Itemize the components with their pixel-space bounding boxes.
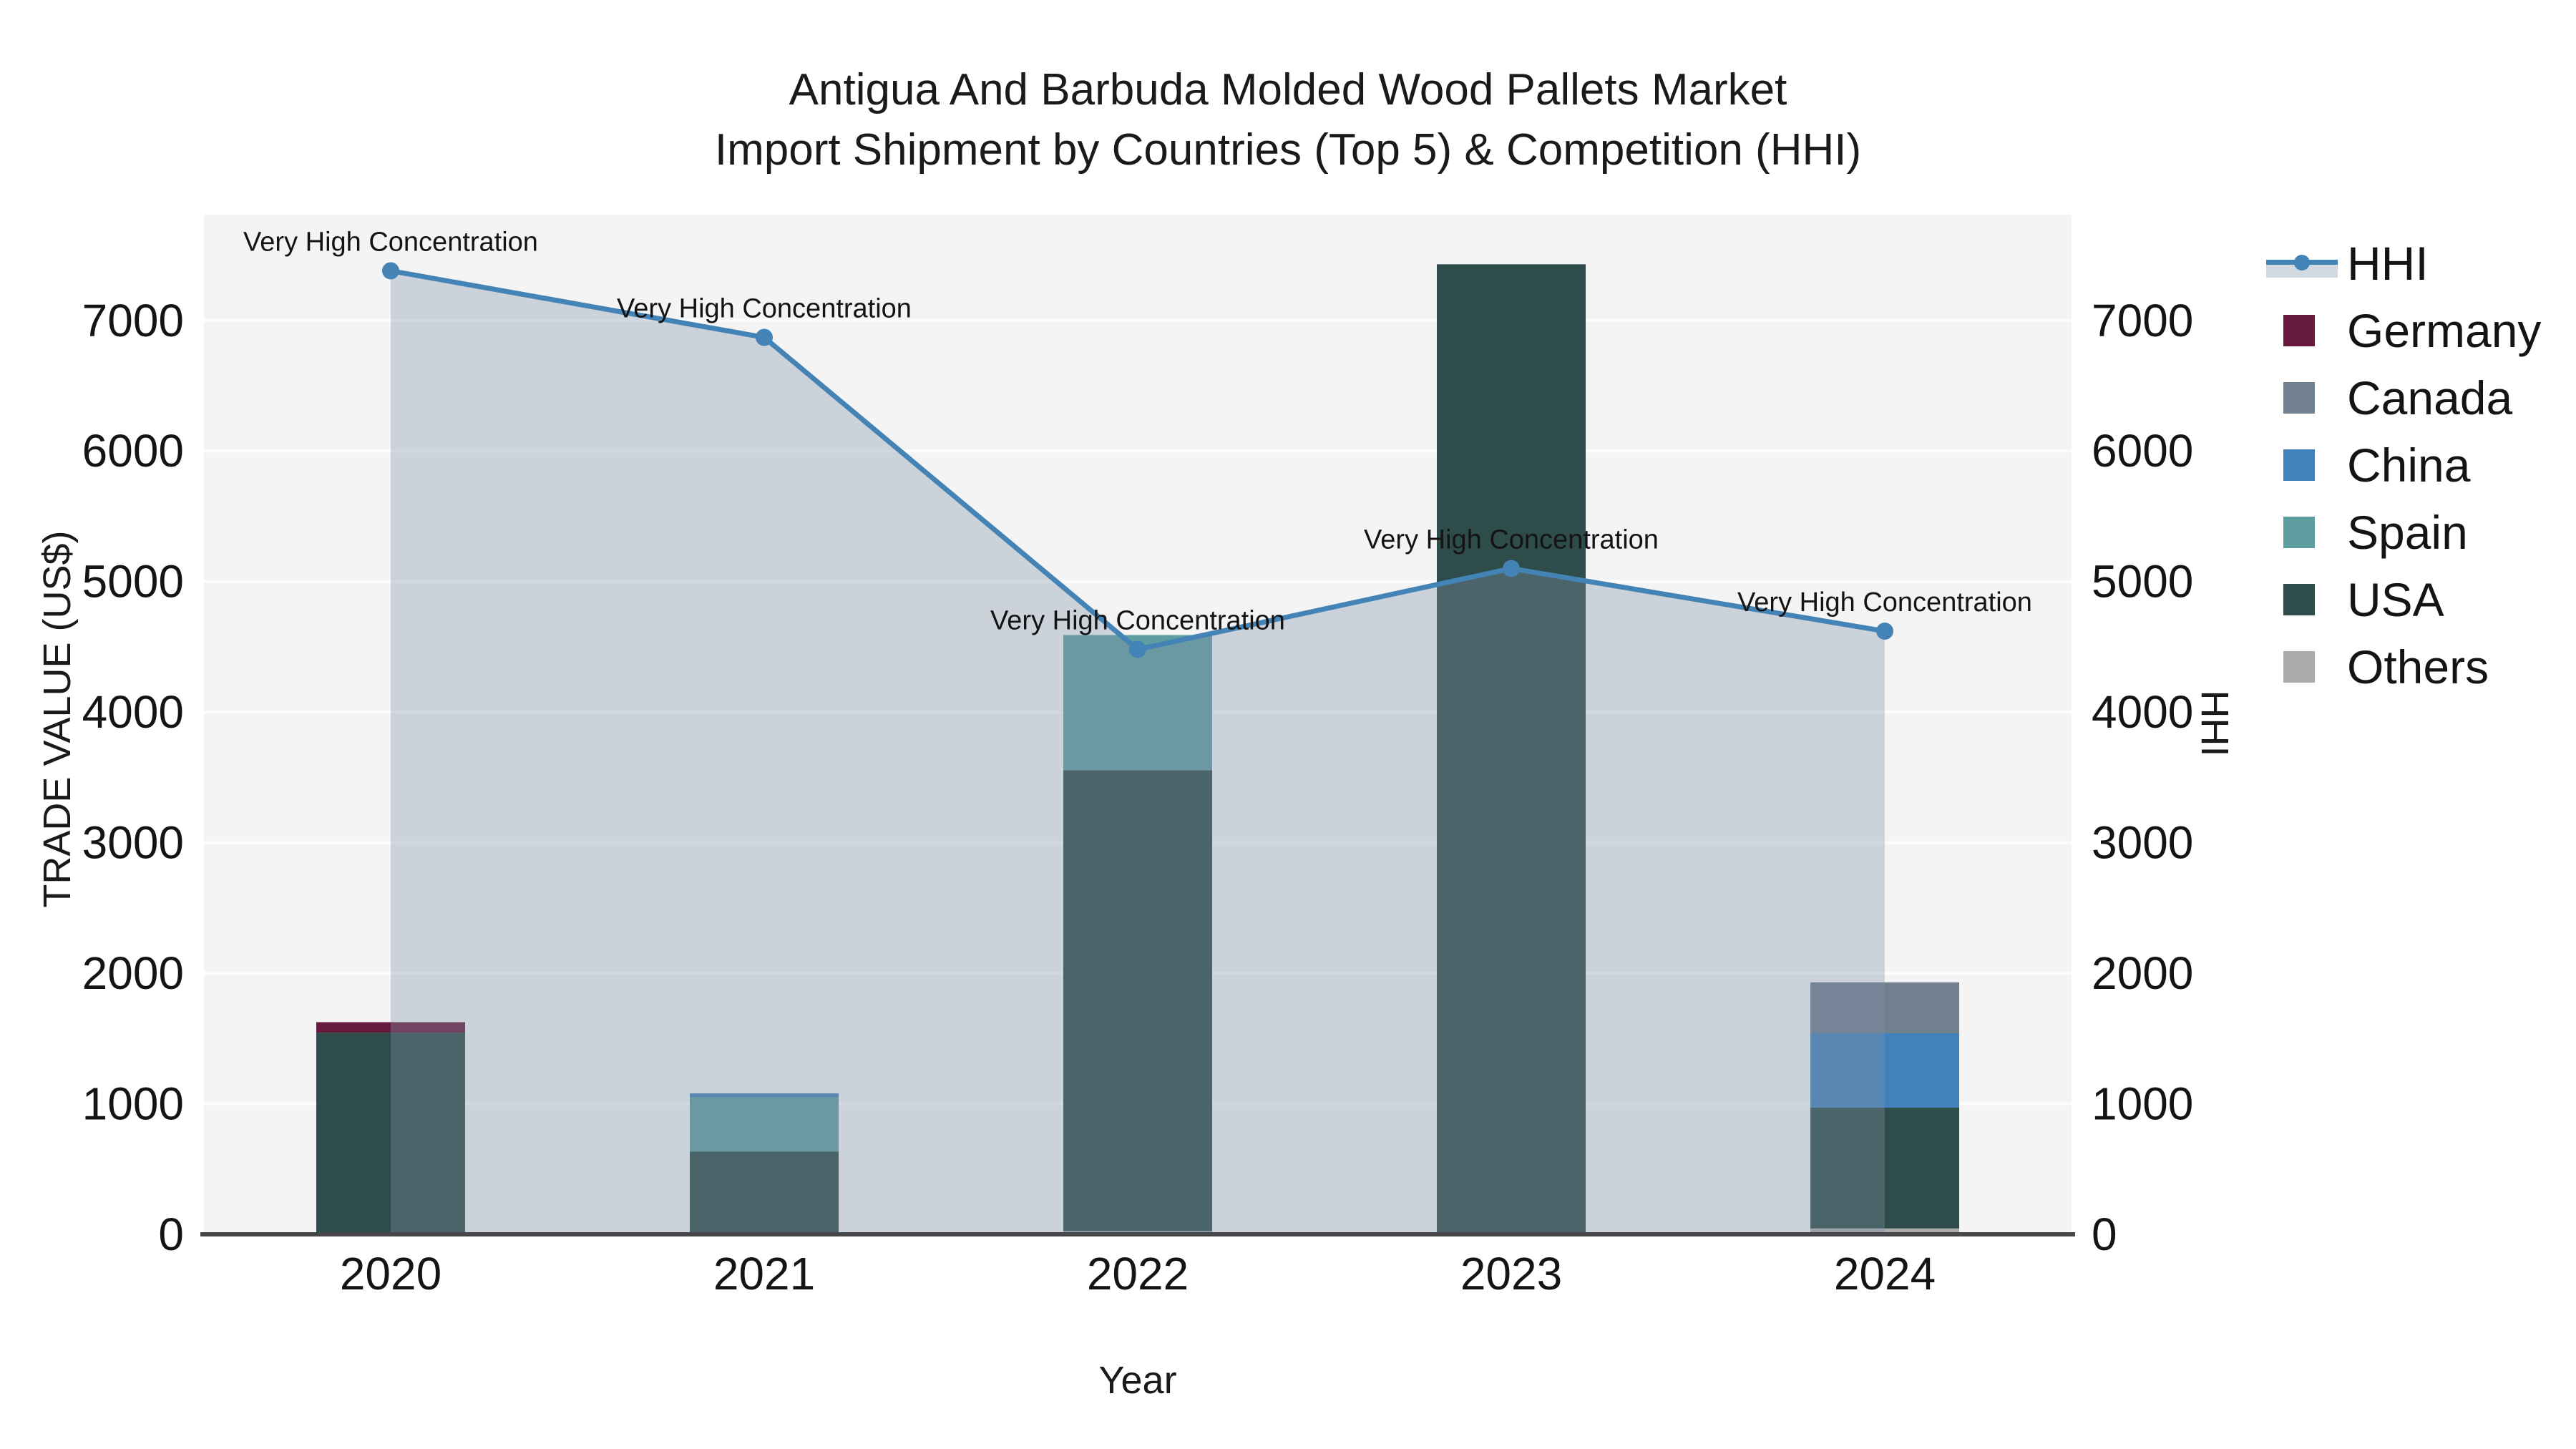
x-axis-tick-2021: 2021 [713, 1248, 815, 1299]
legend-swatch-cell [2265, 575, 2347, 625]
legend-item-hhi: HHI [2265, 237, 2541, 290]
hhi-marker-dot [2294, 255, 2310, 270]
bar-2022-usa-segment [1063, 770, 1212, 1231]
legend-label-china: China [2347, 439, 2471, 492]
germany-color-swatch-icon [2283, 315, 2315, 346]
legend-label-canada: Canada [2347, 371, 2513, 424]
others-color-swatch-icon [2283, 651, 2315, 683]
legend-swatch-cell [2265, 373, 2347, 423]
legend-label-usa: USA [2347, 573, 2444, 626]
y-axis-tick-left-6000: 6000 [82, 425, 184, 477]
bar-2023-usa-segment [1437, 264, 1586, 1234]
hhi-marker-2023 [1503, 560, 1520, 577]
legend-item-spain: Spain [2265, 506, 2541, 559]
y-axis-tick-right-7000: 7000 [2092, 295, 2193, 346]
y-axis-tick-right-3000: 3000 [2092, 817, 2193, 869]
legend-swatch-cell [2265, 507, 2347, 557]
y-axis-tick-left-4000: 4000 [82, 686, 184, 738]
legend-label-germany: Germany [2347, 304, 2542, 357]
y-axis-tick-right-0: 0 [2092, 1209, 2117, 1260]
bar-2024-usa-segment [1810, 1108, 1959, 1229]
x-axis-tick-2023: 2023 [1460, 1248, 1562, 1299]
bar-2020-germany-segment [316, 1022, 465, 1033]
legend-item-usa: USA [2265, 573, 2541, 626]
y-axis-tick-right-6000: 6000 [2092, 425, 2193, 477]
legend-swatch-cell [2265, 642, 2347, 692]
annotation-2021: Very High Concentration [617, 294, 912, 324]
bar-2024-china-segment [1810, 1033, 1959, 1108]
legend-item-china: China [2265, 439, 2541, 492]
legend-swatch-cell [2265, 440, 2347, 490]
bar-2020-usa-segment [316, 1033, 465, 1234]
legend: HHI Germany Canada China Spain USA Others [2265, 237, 2542, 709]
y-axis-tick-left-5000: 5000 [82, 556, 184, 608]
legend-item-others: Others [2265, 640, 2541, 693]
legend-label-spain: Spain [2347, 506, 2468, 559]
annotation-2023: Very High Concentration [1364, 525, 1659, 555]
x-axis-tick-2022: 2022 [1087, 1248, 1189, 1299]
hhi-marker-2022 [1129, 640, 1146, 658]
y-axis-tick-right-4000: 4000 [2092, 686, 2193, 738]
canada-color-swatch-icon [2283, 382, 2315, 414]
annotation-2020: Very High Concentration [243, 227, 538, 257]
chart-title: Antigua And Barbuda Molded Wood Pallets … [0, 60, 2576, 180]
chart-title-line2: Import Shipment by Countries (Top 5) & C… [714, 125, 1862, 175]
y-axis-left-title: TRADE VALUE (US$) [36, 530, 79, 908]
x-axis-tick-2020: 2020 [340, 1248, 441, 1299]
y-axis-tick-right-1000: 1000 [2092, 1078, 2193, 1130]
y-axis-tick-left-7000: 7000 [82, 295, 184, 346]
y-axis-tick-left-2000: 2000 [82, 947, 184, 999]
annotation-2022: Very High Concentration [990, 606, 1285, 636]
hhi-area-fill [391, 270, 1885, 1235]
y-axis-tick-left-3000: 3000 [82, 817, 184, 869]
y-axis-tick-right-5000: 5000 [2092, 556, 2193, 608]
y-axis-tick-right-2000: 2000 [2092, 947, 2193, 999]
bar-2021-usa-segment [690, 1151, 839, 1234]
x-axis-line [200, 1232, 2075, 1236]
hhi-line-swatch-icon [2266, 248, 2338, 279]
hhi-marker-2024 [1876, 623, 1893, 640]
bar-2021-spain-segment [690, 1097, 839, 1152]
china-color-swatch-icon [2283, 449, 2315, 481]
usa-color-swatch-icon [2283, 584, 2315, 615]
annotation-2024: Very High Concentration [1737, 587, 2032, 618]
legend-item-germany: Germany [2265, 304, 2542, 357]
legend-label-hhi: HHI [2347, 237, 2429, 290]
spain-color-swatch-icon [2283, 517, 2315, 548]
y-axis-right-title: HHI [2193, 690, 2236, 757]
bar-2021-china-segment [690, 1093, 839, 1098]
legend-label-others: Others [2347, 640, 2489, 693]
legend-item-canada: Canada [2265, 371, 2541, 424]
x-axis-title: Year [1098, 1359, 1177, 1402]
hhi-marker-2021 [756, 328, 773, 346]
y-axis-tick-left-0: 0 [158, 1209, 184, 1260]
legend-swatch-cell [2265, 306, 2347, 356]
legend-swatch-cell [2265, 238, 2347, 288]
bar-2024-canada-segment [1810, 982, 1959, 1034]
bar-2024-others-segment [1810, 1228, 1959, 1234]
x-axis-tick-2024: 2024 [1834, 1248, 1936, 1299]
hhi-marker-2020 [382, 262, 399, 280]
chart-title-line1: Antigua And Barbuda Molded Wood Pallets … [789, 65, 1787, 114]
y-axis-tick-left-1000: 1000 [82, 1078, 184, 1130]
